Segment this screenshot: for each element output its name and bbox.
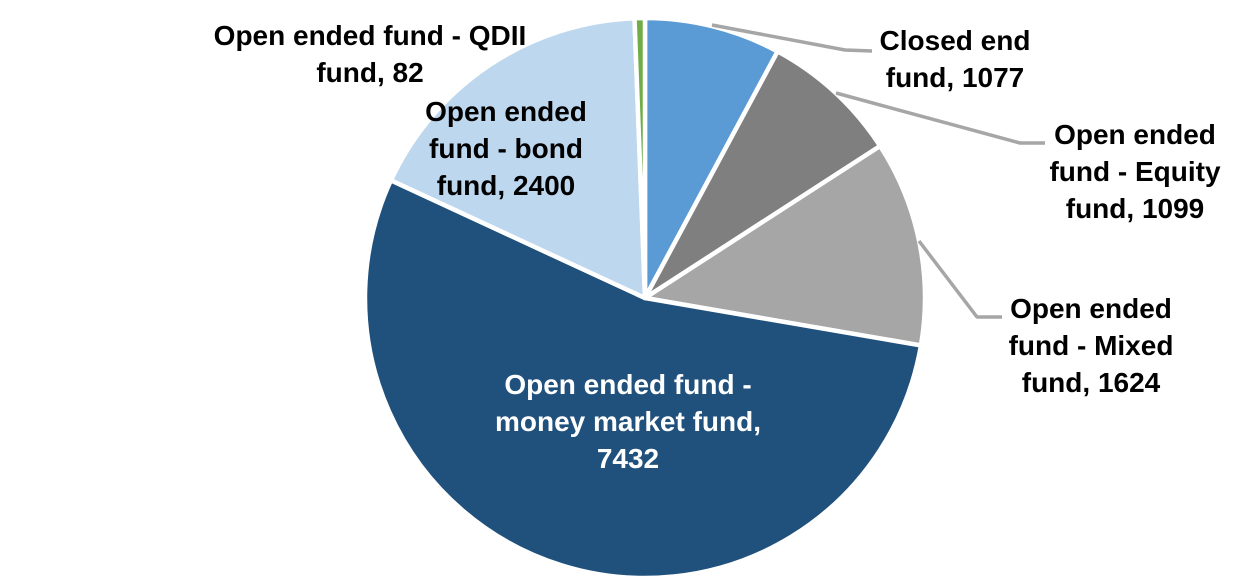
label-line: Open ended bbox=[1054, 119, 1216, 150]
pie-slices bbox=[362, 15, 928, 581]
label-line: fund - Mixed bbox=[1008, 330, 1174, 361]
label-open-ended-mixed-fund: Open ended fund - Mixed fund, 1624 bbox=[986, 290, 1196, 401]
label-line: fund, 1099 bbox=[1065, 193, 1205, 224]
pie-slice-4 bbox=[388, 15, 648, 301]
label-line: Open ended bbox=[425, 96, 587, 127]
leader-line-mixed-fund bbox=[917, 239, 1002, 319]
leader-line-equity-fund bbox=[835, 91, 1045, 145]
label-line: fund - Equity bbox=[1049, 156, 1221, 187]
leader-line-closed-end-fund bbox=[711, 23, 873, 53]
label-line: 7432 bbox=[596, 443, 660, 474]
label-open-ended-equity-fund: Open ended fund - Equity fund, 1099 bbox=[1030, 116, 1240, 227]
label-line: fund, 2400 bbox=[436, 170, 576, 201]
pie-slice-1 bbox=[642, 49, 883, 301]
label-open-ended-qdii-fund: Open ended fund - QDII fund, 82 bbox=[195, 17, 545, 91]
label-open-ended-bond-fund: Open ended fund - bond fund, 2400 bbox=[401, 93, 611, 204]
label-line: fund - bond bbox=[429, 133, 583, 164]
label-line: Open ended fund - bbox=[504, 369, 752, 400]
label-line: fund, 1624 bbox=[1021, 367, 1161, 398]
label-line: Closed end bbox=[879, 25, 1031, 56]
leader-lines bbox=[711, 23, 1045, 319]
pie-slice-3 bbox=[362, 178, 924, 581]
pie-slice-5 bbox=[632, 15, 648, 301]
label-line: Open ended fund - QDII bbox=[213, 20, 527, 51]
label-closed-end-fund: Closed end fund, 1077 bbox=[850, 22, 1060, 96]
label-open-ended-money-market-fund: Open ended fund - money market fund, 743… bbox=[448, 366, 808, 477]
label-line: Open ended bbox=[1010, 293, 1172, 324]
label-line: money market fund, bbox=[494, 406, 762, 437]
label-line: fund, 82 bbox=[316, 57, 424, 88]
label-line: fund, 1077 bbox=[885, 62, 1025, 93]
